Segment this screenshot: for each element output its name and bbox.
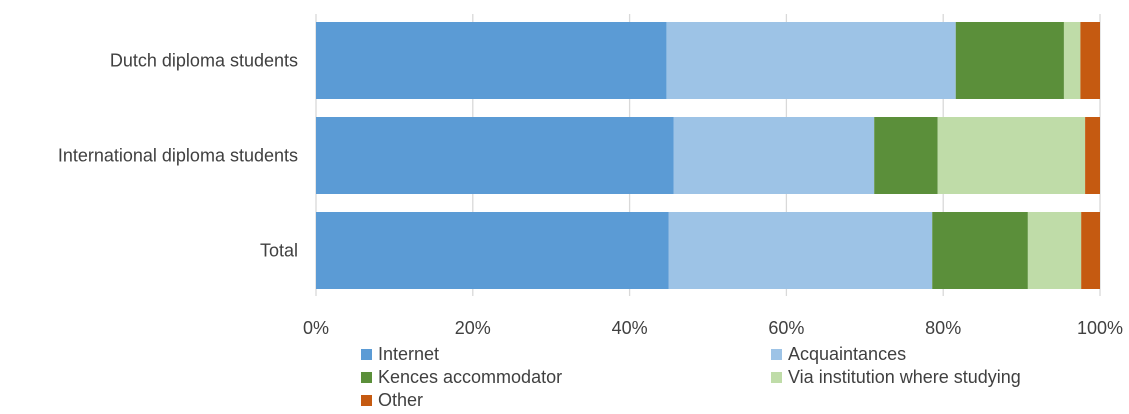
bar-segment <box>955 22 1064 99</box>
x-tick-label: 20% <box>455 318 491 338</box>
legend-label: Kences accommodator <box>378 367 563 387</box>
bars <box>316 22 1100 289</box>
bar-segment <box>666 22 956 99</box>
bar-segment <box>673 117 875 194</box>
x-tick-label: 40% <box>612 318 648 338</box>
bar-segment <box>1085 117 1100 194</box>
bar-segment <box>668 212 933 289</box>
stacked-bar-chart: Dutch diploma students International dipl… <box>58 14 1123 338</box>
bar-segment <box>1027 212 1082 289</box>
legend-label: Other <box>378 390 424 410</box>
legend-label: Via institution where studying <box>788 367 1021 387</box>
bar-segment <box>316 22 667 99</box>
legend-item: Internet <box>361 344 439 365</box>
bar-segment <box>316 212 669 289</box>
bar-segment <box>874 117 938 194</box>
bar-segment <box>1081 212 1100 289</box>
legend-swatch <box>361 372 372 383</box>
legend-label: Internet <box>378 344 440 364</box>
bar-segment <box>1080 22 1100 99</box>
category-labels: Dutch diploma students International dipl… <box>58 51 298 261</box>
legend-swatch <box>771 372 782 383</box>
category-label: Dutch diploma students <box>110 51 298 71</box>
x-tick-label: 0% <box>303 318 329 338</box>
bar-segment <box>1063 22 1081 99</box>
category-label: Total <box>260 241 298 261</box>
legend-item: Kences accommodator <box>361 367 562 388</box>
bar-segment <box>316 117 674 194</box>
legend-item: Acquaintances <box>771 344 906 365</box>
legend-item: Via institution where studying <box>771 367 1021 388</box>
category-label: International diploma students <box>58 146 298 166</box>
x-tick-label: 80% <box>925 318 961 338</box>
legend-swatch <box>361 349 372 360</box>
x-tick-label: 60% <box>768 318 804 338</box>
bar-segment <box>932 212 1028 289</box>
x-tick-label: 100% <box>1077 318 1123 338</box>
legend-swatch <box>361 395 372 406</box>
legend-label: Acquaintances <box>788 344 907 364</box>
legend-swatch <box>771 349 782 360</box>
legend-item: Other <box>361 390 423 411</box>
bar-segment <box>937 117 1086 194</box>
x-tick-labels: 0% 20% 40% 60% 80% 100% <box>303 318 1123 338</box>
